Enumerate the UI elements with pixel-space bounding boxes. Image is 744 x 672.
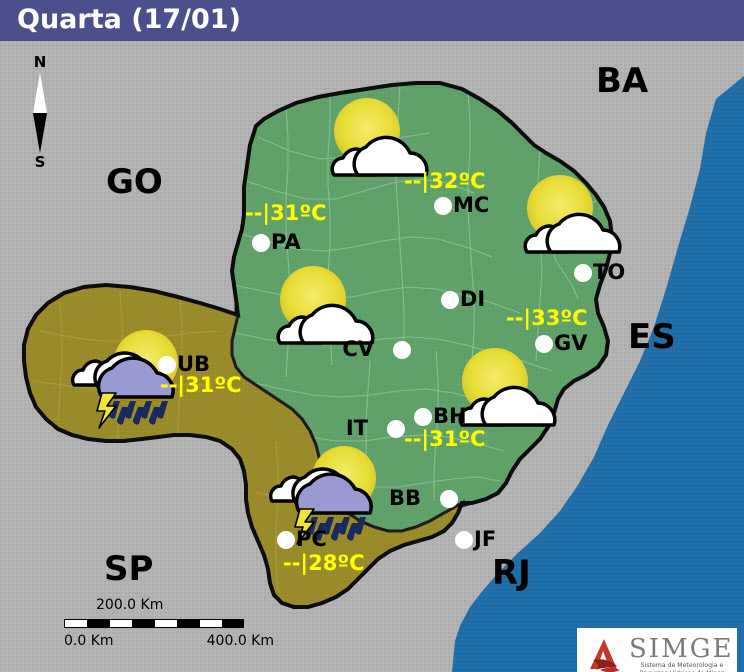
sun-cloud-icon bbox=[440, 341, 570, 445]
simge-wordmark: SIMGE bbox=[629, 634, 734, 664]
city-label-gv: GV bbox=[554, 331, 588, 355]
sun-cloud-icon bbox=[505, 168, 635, 272]
compass-rose: N S bbox=[22, 53, 58, 171]
simge-mark-icon bbox=[590, 639, 620, 672]
city-label-mc: MC bbox=[453, 193, 490, 217]
sun-cloud-icon bbox=[258, 259, 388, 363]
city-label-pa: PA bbox=[271, 230, 301, 254]
scale-bar: 200.0 Km 0.0 Km 400.0 Km bbox=[64, 597, 274, 657]
temperature-label-gv: --|33ºC bbox=[506, 306, 588, 330]
city-dot-icon bbox=[414, 408, 432, 426]
scale-bar-graphic bbox=[64, 619, 244, 628]
compass-south-arrow bbox=[33, 113, 47, 153]
title-bar: Quarta (17/01) bbox=[0, 0, 744, 41]
simge-subtitle: Sistema de Meteorologia e Recursos Hídri… bbox=[640, 662, 725, 672]
city-label-cv: CV bbox=[342, 337, 374, 361]
city-label-it: IT bbox=[345, 416, 368, 440]
temperature-label-pc: --|28ºC bbox=[283, 551, 365, 575]
city-dot-icon bbox=[434, 197, 452, 215]
city-dot-icon bbox=[393, 341, 411, 359]
state-label-rj: RJ bbox=[492, 553, 531, 593]
state-label-ba: BA bbox=[596, 61, 649, 101]
city-dot-icon bbox=[387, 420, 405, 438]
city-dot-icon bbox=[441, 291, 459, 309]
state-label-go: GO bbox=[106, 162, 163, 202]
compass-north-label: N bbox=[33, 53, 47, 71]
scale-label-mid: 200.0 Km bbox=[96, 597, 164, 613]
state-label-sp: SP bbox=[104, 549, 154, 589]
city-label-di: DI bbox=[460, 287, 486, 311]
city-dot-icon bbox=[252, 234, 270, 252]
compass-south-label: S bbox=[34, 153, 46, 171]
sun-storm-icon bbox=[260, 441, 415, 555]
scale-label-right: 400.0 Km bbox=[206, 633, 274, 649]
temperature-label-pa: --|31ºC bbox=[245, 201, 327, 225]
city-dot-icon bbox=[440, 490, 458, 508]
city-label-jf: JF bbox=[474, 527, 497, 551]
simge-logo: SIMGE Sistema de Meteorologia e Recursos… bbox=[577, 628, 737, 672]
temperature-label-ub: --|31ºC bbox=[160, 373, 242, 397]
page-title: Quarta (17/01) bbox=[17, 4, 241, 35]
city-label-pc: PC bbox=[296, 527, 327, 551]
city-dot-icon bbox=[574, 264, 592, 282]
city-label-bh: BH bbox=[433, 404, 467, 428]
scale-label-left: 0.0 Km bbox=[64, 633, 114, 649]
sun-cloud-icon bbox=[312, 91, 442, 195]
city-label-to: TO bbox=[593, 260, 626, 284]
temperature-label-mc: --|32ºC bbox=[404, 169, 486, 193]
city-dot-icon bbox=[277, 531, 295, 549]
sun-storm-icon bbox=[62, 325, 217, 439]
city-dot-icon bbox=[455, 531, 473, 549]
compass-north-arrow bbox=[33, 73, 47, 113]
city-label-bb: BB bbox=[388, 486, 421, 510]
city-label-ub: UB bbox=[177, 352, 211, 376]
city-dot-icon bbox=[158, 356, 176, 374]
city-dot-icon bbox=[535, 335, 553, 353]
temperature-label-bh: --|31ºC bbox=[404, 427, 486, 451]
map-canvas: N S bbox=[0, 41, 744, 672]
state-label-es: ES bbox=[628, 317, 676, 357]
